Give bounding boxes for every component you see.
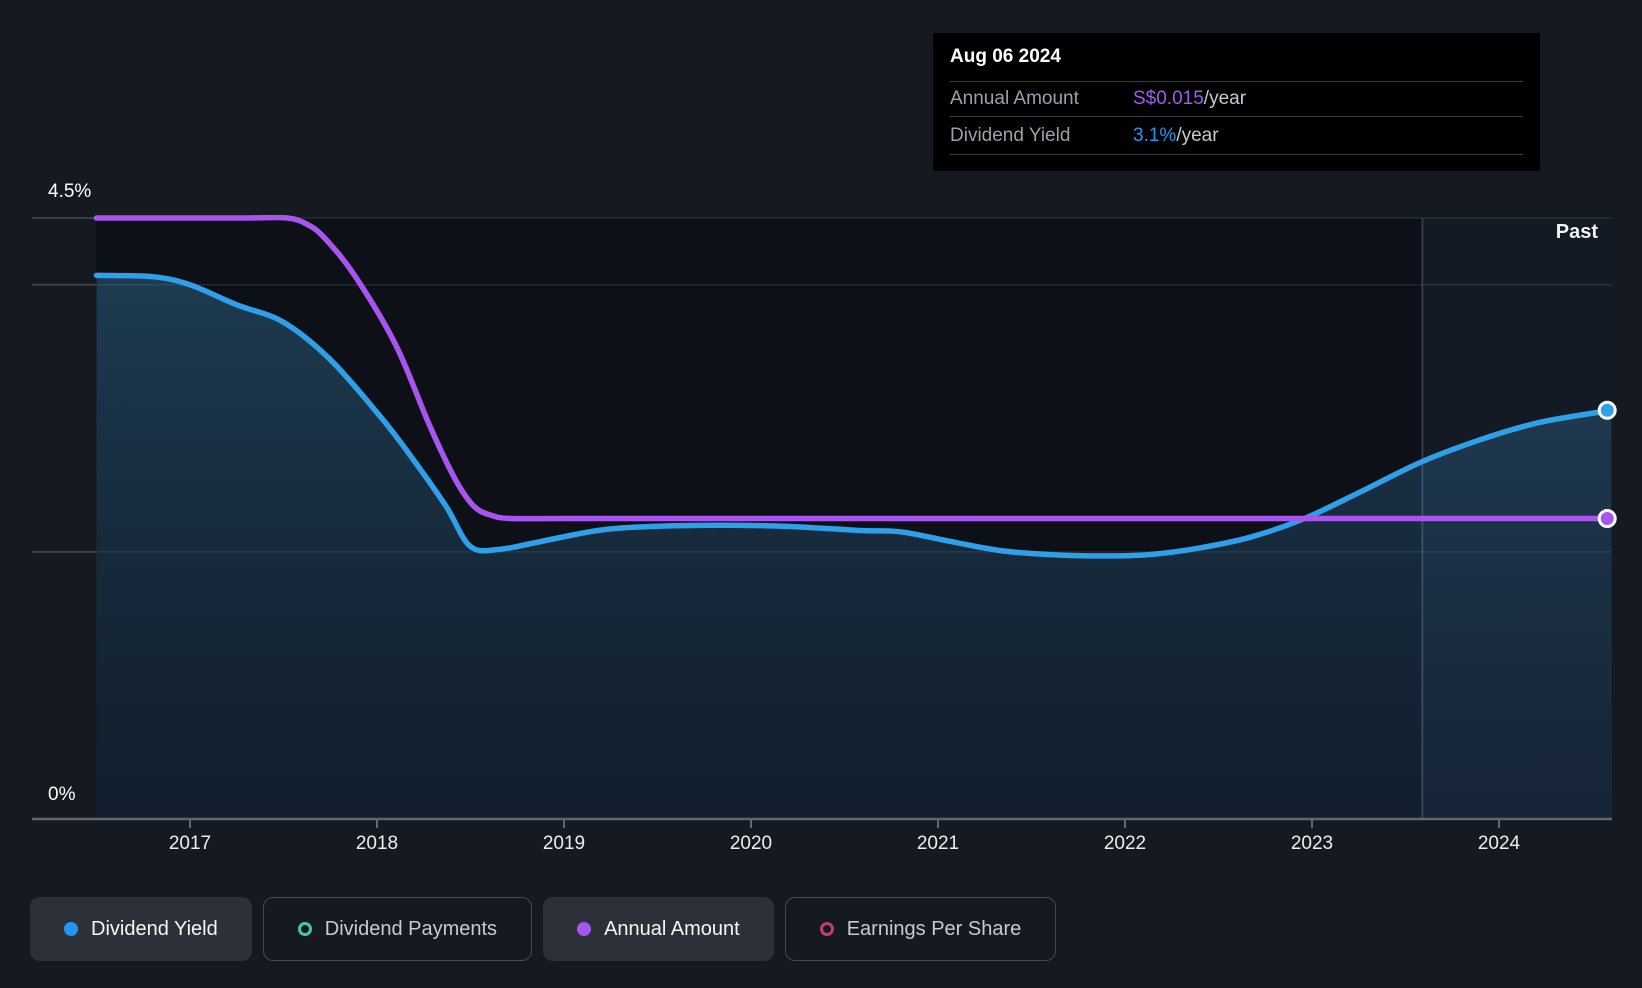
- tooltip-row-value: 3.1%: [1133, 124, 1177, 146]
- dividend-payments-marker-icon: [297, 922, 312, 936]
- x-axis-label: 2023: [1290, 833, 1334, 854]
- legend-button-earnings-per-share[interactable]: Earnings Per Share: [784, 897, 1057, 961]
- legend: Dividend Yield Dividend Payments Annual Am…: [30, 897, 1057, 961]
- x-axis-label: 2024: [1477, 833, 1521, 854]
- legend-button-annual-amount[interactable]: Annual Amount: [543, 897, 774, 961]
- dividend-yield-area: [96, 275, 1612, 819]
- legend-label: Dividend Payments: [324, 917, 498, 940]
- tooltip-row: Dividend Yield 3.1%/year: [950, 117, 1523, 155]
- annual-amount-endpoint: [1597, 508, 1617, 528]
- x-axis-label: 2021: [916, 833, 960, 854]
- x-axis-label: 2017: [168, 833, 212, 854]
- chart-tooltip: Aug 06 2024 Annual Amount S$0.015/year Div…: [933, 33, 1540, 171]
- y-axis-label-top: 4.5%: [48, 181, 92, 202]
- tooltip-row-label: Dividend Yield: [950, 124, 1071, 146]
- legend-label: Annual Amount: [604, 917, 740, 940]
- x-axis-label: 2020: [729, 833, 773, 854]
- tooltip-date: Aug 06 2024: [950, 33, 1523, 82]
- y-axis-label-bottom: 0%: [48, 784, 76, 805]
- earnings-per-share-marker-icon: [819, 922, 834, 936]
- tooltip-row-label: Annual Amount: [950, 88, 1079, 109]
- legend-label: Earnings Per Share: [846, 917, 1022, 940]
- x-axis-label: 2022: [1103, 833, 1147, 854]
- tooltip-row: Annual Amount S$0.015/year: [950, 82, 1523, 117]
- legend-label: Dividend Yield: [91, 917, 218, 940]
- past-label: Past: [1555, 221, 1598, 243]
- tooltip-row-suffix: /year: [1203, 88, 1247, 109]
- dividend-yield-endpoint: [1597, 400, 1617, 420]
- dividend-yield-marker-icon: [64, 922, 78, 936]
- annual-amount-marker-icon: [577, 922, 592, 936]
- legend-button-dividend-payments[interactable]: Dividend Payments: [262, 897, 533, 961]
- x-axis-label: 2018: [355, 833, 399, 854]
- annual-amount-line: [93, 214, 1614, 522]
- x-axis-label: 2019: [542, 833, 586, 854]
- tooltip-row-suffix: /year: [1176, 124, 1219, 146]
- tooltip-row-value: S$0.015: [1133, 88, 1204, 109]
- legend-button-dividend-yield[interactable]: Dividend Yield: [30, 897, 252, 961]
